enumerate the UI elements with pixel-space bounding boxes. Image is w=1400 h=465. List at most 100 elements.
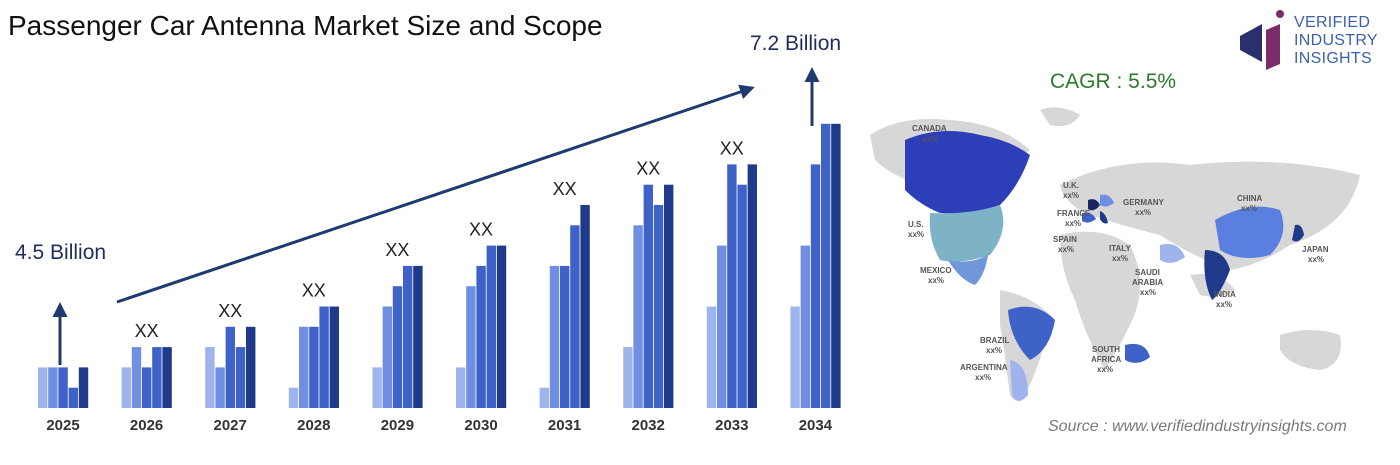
- map-label-us: U.S.: [908, 220, 924, 229]
- map-label-india: INDIA: [1214, 290, 1236, 299]
- bar-2029-5: [413, 265, 423, 408]
- bar-2032-2: [633, 225, 643, 408]
- bar-2025-5: [78, 367, 89, 408]
- bar-2032-1: [623, 347, 633, 408]
- bar-2026-1: [121, 367, 131, 408]
- region-japan: [1292, 224, 1304, 242]
- map-label-mexico: MEXICO: [920, 266, 952, 275]
- logo-line-2: INDUSTRY: [1294, 32, 1378, 49]
- brand-logo: VERIFIED INDUSTRY INSIGHTS: [1232, 6, 1397, 78]
- map-value-brazil: xx%: [986, 346, 1002, 355]
- bar-2025-3: [58, 367, 68, 408]
- map-label-argentina: ARGENTINA: [960, 363, 1008, 372]
- region-france: [1088, 199, 1100, 211]
- region-china: [1215, 206, 1284, 259]
- bar-2031-1: [539, 387, 549, 408]
- bar-2033-2: [717, 245, 727, 408]
- bar-2030-4: [486, 245, 496, 408]
- x-tick-label: 2030: [464, 417, 497, 434]
- region-argentina: [1010, 360, 1028, 401]
- map-label-china: CHINA: [1237, 194, 1263, 203]
- data-label: XX: [636, 159, 660, 179]
- bar-2032-3: [643, 184, 653, 408]
- start-value-label: 4.5 Billion: [15, 241, 106, 264]
- region-saudi-arabia: [1160, 243, 1185, 263]
- region-india: [1204, 250, 1230, 300]
- bar-2026-4: [152, 347, 162, 408]
- source-note: Source : www.verifiedindustryinsights.co…: [1048, 418, 1347, 435]
- map-value-italy: xx%: [1112, 254, 1128, 263]
- bar-2034-5: [831, 123, 841, 409]
- map-value-japan: xx%: [1308, 255, 1324, 264]
- region-south-africa: [1125, 343, 1150, 363]
- bar-2034-3: [810, 164, 821, 408]
- bar-2033-3: [727, 164, 737, 408]
- map-label-africa: AFRICA: [1091, 355, 1121, 364]
- x-tick-label: 2034: [799, 417, 833, 434]
- bar-2033-4: [737, 184, 747, 408]
- x-tick-label: 2027: [214, 417, 247, 434]
- map-value-germany: xx%: [1135, 208, 1151, 217]
- bar-2025-2: [48, 367, 58, 408]
- world-map: CANADA xx% U.S. xx% MEXICO xx% BRAZIL xx…: [870, 107, 1360, 401]
- region-brazil: [1008, 306, 1055, 360]
- map-label-japan: JAPAN: [1302, 245, 1329, 254]
- x-tick-label: 2026: [130, 417, 163, 434]
- data-label: XX: [218, 301, 242, 321]
- data-label: XX: [720, 138, 744, 158]
- bar-2025-4: [68, 387, 78, 408]
- bar-2032-4: [653, 205, 664, 408]
- bar-2032-5: [664, 184, 674, 408]
- map-label-spain: SPAIN: [1053, 235, 1077, 244]
- bar-2030-1: [456, 367, 466, 408]
- x-tick-label: 2025: [46, 417, 79, 434]
- bar-2031-5: [580, 205, 590, 408]
- map-value-south-africa: xx%: [1097, 365, 1113, 374]
- bar-2026-5: [162, 347, 172, 408]
- bar-2025-1: [38, 367, 48, 408]
- bar-2028-4: [319, 306, 329, 408]
- bar-2026-2: [131, 347, 142, 408]
- x-tick-label: 2033: [715, 417, 748, 434]
- map-value-canada: xx%: [922, 135, 938, 144]
- bar-2034-1: [790, 306, 800, 408]
- logo-icon: [1240, 10, 1284, 70]
- bar-2029-1: [372, 367, 382, 408]
- map-label-south: SOUTH: [1092, 345, 1120, 354]
- bar-2031-2: [549, 265, 560, 408]
- map-label-italy: ITALY: [1109, 244, 1131, 253]
- bar-2028-1: [288, 387, 299, 408]
- region-mexico: [948, 255, 988, 285]
- x-tick-label: 2031: [548, 417, 581, 434]
- map-value-india: xx%: [1216, 300, 1232, 309]
- bar-2033-1: [706, 306, 717, 408]
- bar-2028-3: [309, 326, 319, 408]
- bar-2027-1: [205, 347, 215, 408]
- map-label-canada: CANADA: [912, 124, 947, 133]
- trend-arrow: [116, 84, 755, 304]
- bar-chart: 2025 2026 XX 2027 XX 2028 XX 2029 XX 2030 XX 2031 XX…: [15, 32, 841, 434]
- map-value-china: xx%: [1241, 204, 1257, 213]
- data-label: XX: [469, 220, 493, 240]
- bar-2029-4: [403, 265, 413, 408]
- x-tick-label: 2028: [297, 417, 330, 434]
- bar-2031-4: [570, 225, 580, 408]
- map-value-argentina: xx%: [975, 373, 991, 382]
- map-label-saudi: SAUDI: [1135, 268, 1160, 277]
- map-label-uk: U.K.: [1063, 181, 1079, 190]
- logo-line-3: INSIGHTS: [1294, 50, 1372, 67]
- map-label-arabia: ARABIA: [1132, 278, 1163, 287]
- bar-2029-2: [382, 306, 392, 408]
- region-germany: [1100, 194, 1114, 207]
- map-value-saudi-arabia: xx%: [1140, 288, 1156, 297]
- bar-2034-4: [821, 123, 831, 409]
- cagr-label: CAGR : 5.5%: [1050, 70, 1177, 93]
- region-italy: [1100, 211, 1108, 224]
- map-value-spain: xx%: [1058, 245, 1074, 254]
- region-us: [929, 205, 1004, 262]
- page-title: Passenger Car Antenna Market Size and Sc…: [8, 10, 603, 41]
- map-label-germany: GERMANY: [1123, 198, 1165, 207]
- logo-text: VERIFIED INDUSTRY INSIGHTS: [1294, 14, 1378, 68]
- bar-2026-3: [142, 367, 152, 408]
- map-label-brazil: BRAZIL: [980, 336, 1009, 345]
